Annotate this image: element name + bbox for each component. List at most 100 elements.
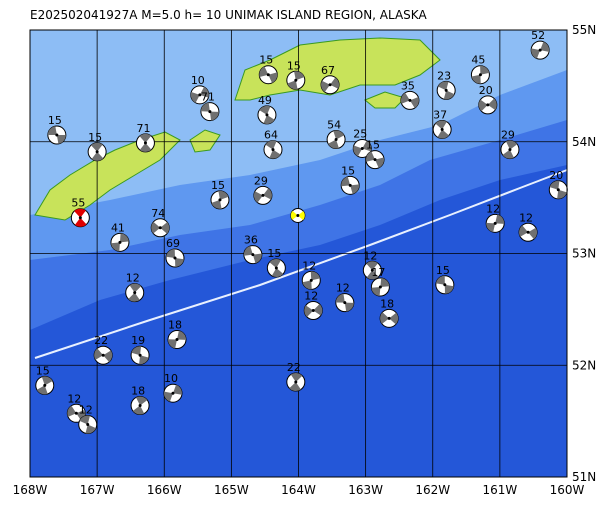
depth-label: 15 <box>436 264 450 277</box>
beachball-center <box>334 138 338 142</box>
beachball-quadrant <box>139 133 152 152</box>
beachball-center <box>370 268 374 272</box>
beachball-quadrant <box>371 278 390 296</box>
beachball <box>266 258 286 278</box>
depth-label: 12 <box>302 259 316 272</box>
beachball <box>286 372 306 392</box>
beachball-center <box>265 113 269 117</box>
beachball <box>290 208 306 224</box>
beachball <box>70 208 90 228</box>
beachball <box>286 70 306 90</box>
beachball <box>320 75 340 95</box>
depth-label: 52 <box>531 29 545 42</box>
beachball-quadrant <box>47 126 66 144</box>
depth-label: 12 <box>304 289 318 302</box>
beachball <box>253 185 273 205</box>
beachball-center <box>443 283 447 287</box>
beachball-center <box>387 316 391 320</box>
beachball <box>365 150 385 170</box>
beachball <box>210 190 230 210</box>
beachball-quadrant <box>366 261 379 280</box>
beachball-center <box>294 78 298 82</box>
beachball-quadrant <box>211 190 229 209</box>
beachball-center <box>175 338 179 342</box>
depth-label: 20 <box>549 169 563 182</box>
depth-label: 18 <box>380 297 394 310</box>
depth-label: 15 <box>88 131 102 144</box>
lon-tick-label: 163W <box>348 483 383 497</box>
depth-label: 69 <box>166 237 180 250</box>
depth-label: 29 <box>254 174 268 187</box>
beachball-quadrant <box>289 373 303 392</box>
beachball-center <box>133 291 137 295</box>
lat-tick-label: 51N <box>572 470 596 484</box>
beachball <box>301 270 321 290</box>
depth-label: 15 <box>287 59 301 72</box>
beachball <box>530 40 550 60</box>
beachball <box>165 248 185 268</box>
beachball <box>518 222 538 242</box>
beachball-center <box>440 127 444 131</box>
land <box>34 37 441 221</box>
beachball <box>335 293 355 313</box>
beachball-center <box>408 98 412 102</box>
beachball <box>548 180 568 200</box>
depth-label: 12 <box>336 282 350 295</box>
lon-tick-label: 166W <box>147 483 182 497</box>
beachball-center <box>74 411 78 415</box>
alaska-peninsula <box>234 37 441 101</box>
unalaska-island <box>34 131 181 221</box>
trench-line <box>34 169 568 359</box>
depth-label: 74 <box>151 207 165 220</box>
beachball <box>500 140 520 160</box>
depth-label: 67 <box>321 64 335 77</box>
beachball <box>432 119 452 139</box>
beachball-center <box>526 230 530 234</box>
beachball <box>130 395 150 415</box>
beachball <box>436 80 456 100</box>
beachball-center <box>274 266 278 270</box>
beachball <box>135 133 155 153</box>
beachball-center <box>158 226 162 230</box>
depth-label: 15 <box>211 179 225 192</box>
beachball <box>35 375 55 395</box>
depth-label: 64 <box>264 129 278 142</box>
depth-label: 71 <box>201 91 215 104</box>
beachball-quadrant <box>549 180 567 199</box>
beachball-quadrant <box>166 248 184 267</box>
beachball <box>200 102 220 122</box>
beachball <box>340 175 360 195</box>
beachball <box>326 130 346 150</box>
beachball-quadrant <box>502 140 518 159</box>
depth-label: 49 <box>258 94 272 107</box>
beachball <box>263 140 283 160</box>
beachball-center <box>294 380 298 384</box>
beachball <box>243 245 263 265</box>
beachball-center <box>493 221 497 225</box>
lon-tick-label: 165W <box>214 483 249 497</box>
beachball-center <box>95 150 99 154</box>
beachball <box>470 65 490 85</box>
lon-tick-label: 164W <box>281 483 316 497</box>
depth-label: 15 <box>366 139 380 152</box>
beachball <box>258 65 278 85</box>
beachball <box>150 218 170 238</box>
depth-label: 12 <box>486 202 500 215</box>
beachball-center <box>378 285 382 289</box>
beachball-quadrant <box>259 105 275 124</box>
beachball-quadrant <box>435 120 449 139</box>
beachball-center <box>43 383 47 387</box>
depth-label: 15 <box>341 164 355 177</box>
beachball-quadrant <box>471 65 490 84</box>
beachball <box>190 85 210 105</box>
depth-label: 15 <box>48 114 62 127</box>
depth-label: 12 <box>363 249 377 262</box>
beachball-center <box>373 158 377 162</box>
beachball-center <box>360 146 364 150</box>
depth-label: 10 <box>164 372 178 385</box>
beachball-quadrant <box>435 275 454 294</box>
beachball-quadrant <box>128 283 142 302</box>
beachball-quadrant <box>265 140 281 159</box>
